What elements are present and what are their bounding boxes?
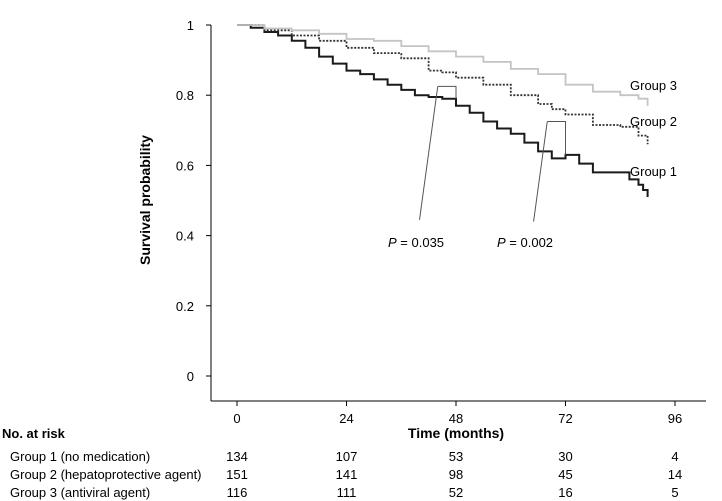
risk-cell: 52 (449, 485, 463, 500)
risk-cell: 5 (671, 485, 678, 500)
risk-cell: 141 (336, 467, 358, 482)
risk-table-title: No. at risk (2, 426, 66, 441)
x-tick-label: 0 (233, 411, 240, 426)
risk-cell: 98 (449, 467, 463, 482)
x-axis-title: Time (months) (408, 425, 504, 441)
y-tick-label: 0 (187, 369, 194, 384)
risk-row-label: Group 2 (hepatoprotective agent) (10, 467, 202, 482)
y-tick-label: 0.4 (176, 229, 194, 244)
risk-cell: 111 (337, 485, 357, 500)
x-tick-label: 24 (339, 411, 353, 426)
risk-row-label: Group 1 (no medication) (10, 449, 150, 464)
risk-cell: 14 (668, 467, 682, 482)
y-tick-label: 0.8 (176, 88, 194, 103)
series-label-2: Group 2 (630, 114, 677, 129)
y-tick-label: 1 (187, 18, 194, 33)
series-label-1: Group 1 (630, 164, 677, 179)
series-line-2 (237, 24, 649, 145)
p-symbol: P (497, 235, 506, 250)
risk-cell: 4 (671, 449, 678, 464)
p-value: 0.035 (412, 235, 445, 250)
risk-cell: 151 (226, 467, 248, 482)
y-tick-label: 0.6 (176, 158, 194, 173)
risk-cell: 107 (336, 449, 358, 464)
p-bracket-2 (547, 121, 566, 155)
annotation-layer: P = 0.035 P = 0.002 (388, 85, 566, 250)
x-tick-label: 96 (668, 411, 682, 426)
risk-cell: 45 (558, 467, 572, 482)
risk-table: No. at risk Group 1 (no medication) 134 10… (2, 426, 682, 500)
x-tick-label: 72 (558, 411, 572, 426)
p-leader-line-2 (533, 121, 548, 222)
risk-cell: 16 (558, 485, 572, 500)
risk-cell: 30 (558, 449, 572, 464)
series-layer: Group 1 Group 2 Group 3 (237, 24, 677, 197)
risk-row-label: Group 3 (antiviral agent) (10, 485, 150, 500)
p-value: 0.002 (521, 235, 554, 250)
y-tick-label: 0.2 (176, 299, 194, 314)
risk-cell: 116 (227, 485, 248, 500)
x-ticks: 0 24 48 72 96 (233, 401, 682, 426)
p-symbol: P (388, 235, 397, 250)
p-leader-line-1 (419, 86, 439, 220)
x-tick-label: 48 (449, 411, 463, 426)
axes (210, 25, 706, 402)
series-label-3: Group 3 (630, 78, 677, 93)
y-ticks: 0 0.2 0.4 0.6 0.8 1 (176, 18, 211, 384)
risk-cell: 134 (226, 449, 248, 464)
p-value-label-2: P = 0.002 (497, 235, 553, 250)
risk-cell: 53 (449, 449, 463, 464)
p-bracket-1 (437, 85, 457, 99)
y-axis-title: Survival probability (137, 135, 153, 265)
series-line-3 (237, 24, 649, 106)
p-value-label-1: P = 0.035 (388, 235, 444, 250)
p-equals: = (506, 235, 521, 250)
p-equals: = (397, 235, 412, 250)
